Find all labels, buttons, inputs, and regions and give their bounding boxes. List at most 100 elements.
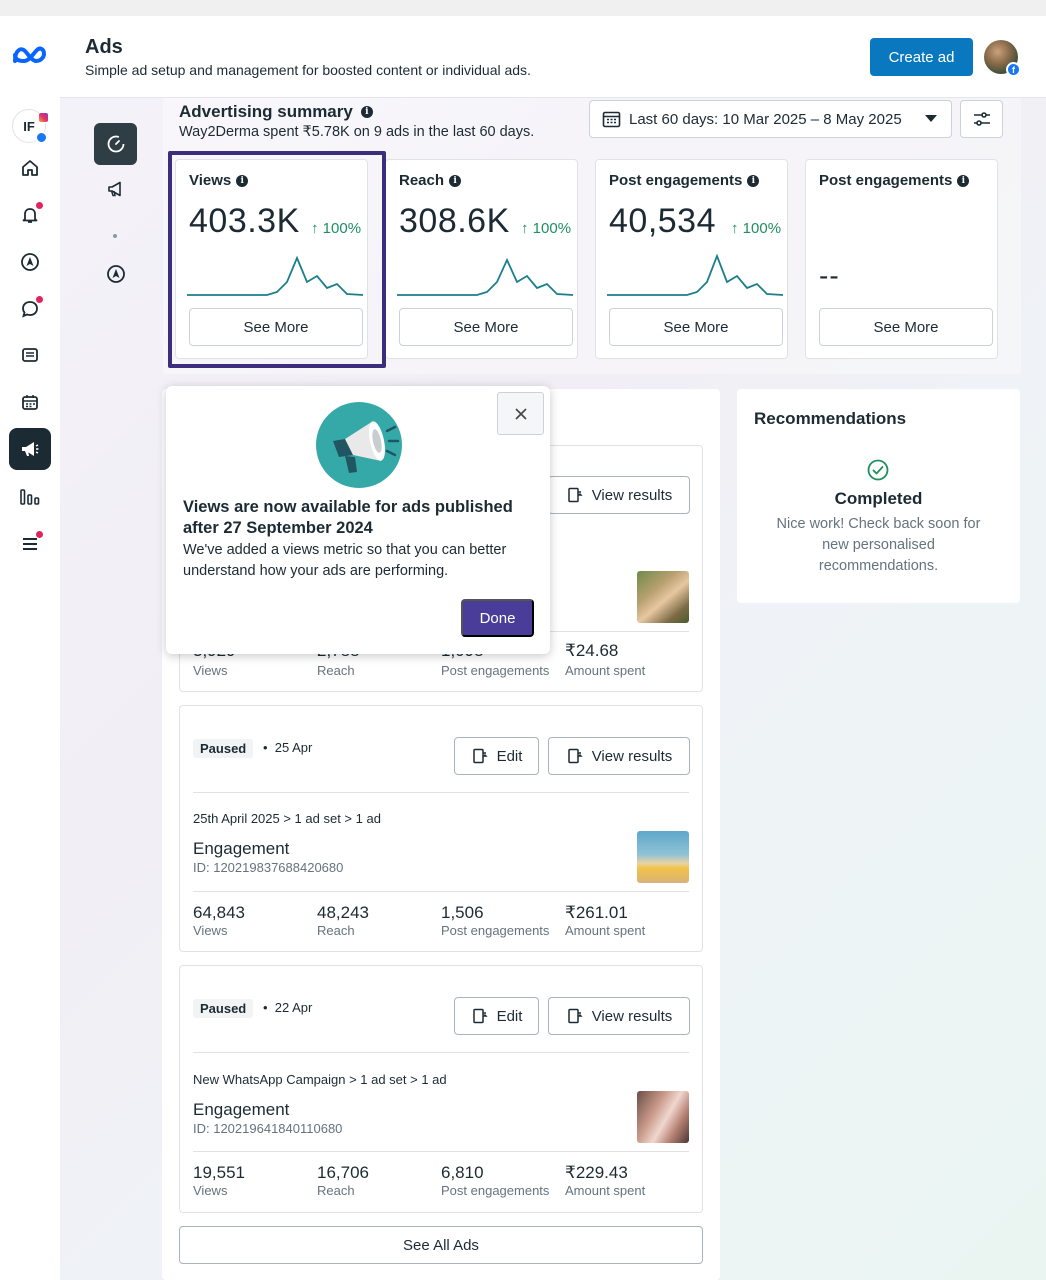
card-change-value: 100%	[532, 220, 572, 237]
notifications-icon[interactable]	[16, 201, 44, 229]
summary-nav-icon[interactable]	[94, 123, 137, 165]
metric-views-label: Views	[193, 663, 228, 678]
notification-dot	[36, 202, 43, 209]
view-results-icon	[567, 748, 583, 764]
metric-views-value: 64,843	[193, 903, 245, 922]
date-range-picker[interactable]: Last 60 days: 10 Mar 2025 – 8 May 2025	[589, 100, 952, 138]
sparkline-chart	[397, 257, 573, 296]
info-icon[interactable]: i	[449, 174, 462, 187]
card-change-value: 100%	[742, 220, 782, 237]
view-results-label: View results	[591, 747, 673, 765]
profile-initials: IF	[23, 118, 35, 134]
status-badge: Paused	[193, 999, 254, 1018]
edit-label: Edit	[496, 1007, 523, 1025]
edit-button[interactable]: Edit	[454, 997, 539, 1035]
divider	[193, 1052, 689, 1053]
metric-engagements-value: 1,506	[441, 903, 484, 922]
views-card-highlight	[168, 151, 386, 368]
info-icon[interactable]: i	[236, 174, 249, 187]
metric-reach-value: 48,243	[317, 903, 369, 922]
card-value: 308.6K	[399, 202, 510, 240]
metric-reach-label: Reach	[317, 1183, 355, 1198]
page-title: Ads	[85, 36, 123, 58]
metric-engagements-label: Post engagements	[441, 663, 550, 678]
page-subtitle: Simple ad setup and management for boost…	[85, 62, 531, 78]
see-more-button[interactable]: See More	[819, 308, 993, 346]
meta-logo-icon[interactable]	[11, 42, 49, 68]
left-rail: IF	[0, 16, 60, 1280]
messages-icon[interactable]	[16, 295, 44, 323]
see-more-button[interactable]: See More	[609, 308, 783, 346]
pages-icon[interactable]	[16, 341, 44, 369]
ad-breadcrumb[interactable]: New WhatsApp Campaign > 1 ad set > 1 ad	[193, 1072, 447, 1087]
sparkline-chart	[607, 253, 783, 296]
sparkline-chart	[187, 255, 363, 296]
info-icon[interactable]: i	[747, 174, 760, 187]
card-label-text: Views	[189, 172, 232, 189]
divider	[193, 891, 689, 892]
notification-dot	[36, 531, 43, 538]
profile-icon[interactable]: IF	[12, 109, 49, 144]
view-results-button[interactable]: View results	[548, 476, 690, 514]
audience-nav-icon[interactable]	[104, 262, 128, 286]
done-button[interactable]: Done	[461, 599, 534, 637]
metric-spent-value: ₹261.01	[565, 903, 628, 922]
edit-button[interactable]: Edit	[454, 737, 539, 775]
recommendations-text: Nice work! Check back soon for new perso…	[776, 516, 981, 574]
date-range-label: Last 60 days: 10 Mar 2025 – 8 May 2025	[629, 110, 902, 128]
ad-date: • 25 Apr	[263, 740, 313, 755]
close-icon	[514, 407, 527, 420]
avatar[interactable]: f	[984, 40, 1021, 77]
edit-label: Edit	[496, 747, 523, 765]
ad-date-text: 25 Apr	[274, 740, 313, 755]
card-value: 40,534	[609, 202, 716, 240]
metric-engagements-label: Post engagements	[441, 1183, 550, 1198]
campaigns-nav-icon[interactable]	[104, 177, 128, 201]
close-button[interactable]	[497, 392, 544, 435]
view-results-label: View results	[591, 486, 673, 504]
create-ad-button[interactable]: Create ad	[870, 38, 973, 76]
info-icon[interactable]: i	[360, 106, 373, 118]
card-change-value: 100%	[322, 220, 362, 237]
info-icon[interactable]: i	[957, 174, 970, 187]
card-label-text: Post engagements	[609, 172, 743, 189]
ad-thumbnail[interactable]	[637, 571, 689, 623]
metric-spent-label: Amount spent	[565, 663, 646, 678]
status-badge: Paused	[193, 739, 254, 758]
view-results-button[interactable]: View results	[548, 737, 690, 775]
insights-icon[interactable]	[16, 483, 44, 511]
view-results-button[interactable]: View results	[548, 997, 690, 1035]
post-engagements-card-2: Post engagements i -- See More	[805, 159, 998, 359]
view-results-icon	[567, 1008, 583, 1024]
card-value: --	[819, 260, 840, 291]
card-label: Post engagements i	[819, 172, 970, 189]
metric-spent-label: Amount spent	[565, 923, 646, 938]
view-results-icon	[567, 487, 583, 503]
popup-title: Views are now available for ads publishe…	[183, 498, 513, 537]
compass-icon[interactable]	[16, 248, 44, 276]
ad-thumbnail[interactable]	[637, 1091, 689, 1143]
facebook-badge-icon	[35, 131, 48, 144]
home-icon[interactable]	[16, 154, 44, 182]
ads-icon[interactable]	[9, 428, 51, 470]
metric-spent-value: ₹229.43	[565, 1163, 628, 1182]
top-strip	[0, 0, 1046, 16]
card-label: Views i	[189, 172, 249, 189]
see-more-button[interactable]: See More	[399, 308, 573, 346]
views-card: Views i 403.3K ↑ 100% See More	[175, 159, 368, 359]
menu-icon[interactable]	[16, 530, 44, 558]
calendar-icon	[602, 111, 621, 128]
ad-name: Engagement	[193, 1100, 290, 1119]
ad-thumbnail[interactable]	[637, 831, 689, 883]
see-all-ads-button[interactable]: See All Ads	[179, 1226, 703, 1264]
ad-breadcrumb[interactable]: 25th April 2025 > 1 ad set > 1 ad	[193, 811, 381, 826]
reach-card: Reach i 308.6K ↑ 100% See More	[385, 159, 578, 359]
metric-views-label: Views	[193, 1183, 228, 1198]
calendar-icon[interactable]	[16, 388, 44, 416]
metric-spent-value: ₹24.68	[565, 641, 619, 660]
see-more-button[interactable]: See More	[189, 308, 363, 346]
metric-reach-label: Reach	[317, 923, 355, 938]
recommendations-status: Completed	[834, 489, 923, 508]
filter-settings-button[interactable]	[960, 100, 1003, 138]
card-label: Reach i	[399, 172, 462, 189]
